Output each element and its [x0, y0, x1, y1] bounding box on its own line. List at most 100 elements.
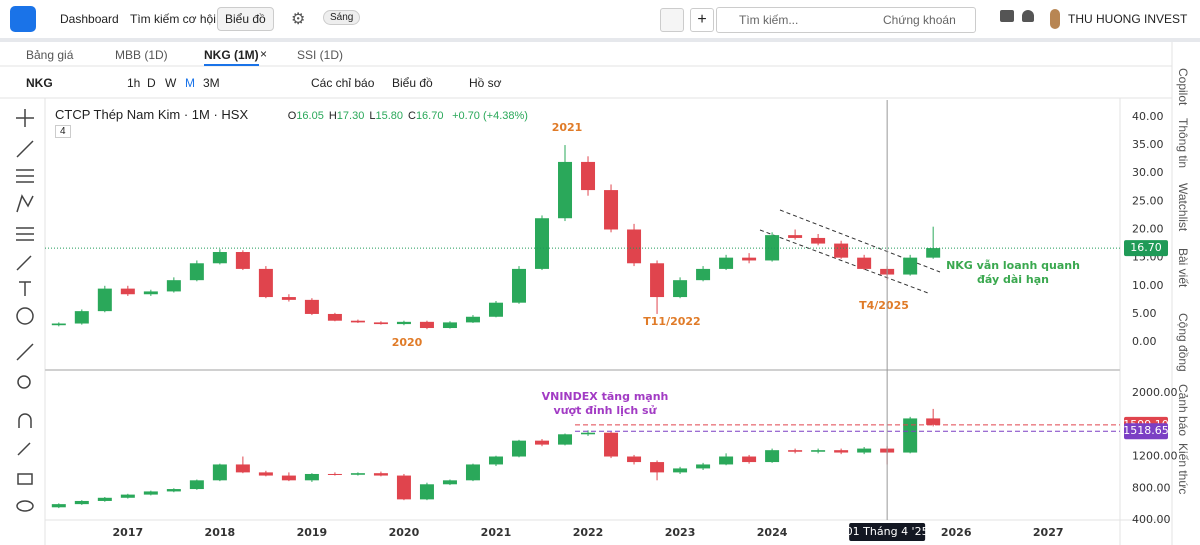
interval[interactable]: 1h	[127, 76, 141, 90]
side-tab[interactable]: Copilot	[1176, 68, 1190, 106]
candle-body	[926, 418, 941, 425]
candle-body	[558, 434, 573, 445]
candle-body	[419, 321, 434, 329]
annotation: VNINDEX tăng mạnh	[542, 390, 669, 403]
settings-icon[interactable]: ⚙	[291, 11, 306, 28]
candle-body	[558, 161, 573, 219]
candle-body	[465, 464, 480, 481]
candle-body	[696, 464, 711, 469]
candle-body	[857, 257, 872, 269]
left-tools[interactable]	[16, 109, 34, 512]
price-tag	[1124, 240, 1168, 257]
avatar[interactable]	[1050, 9, 1060, 29]
candle-body	[696, 268, 711, 281]
candle-body	[535, 440, 550, 445]
y-tick-label: 5.00	[1132, 307, 1157, 320]
side-tab[interactable]: Watchlist	[1176, 183, 1190, 232]
candle-body	[788, 235, 803, 238]
candle-body	[604, 432, 619, 457]
y-tick-label: 1200.00	[1132, 450, 1178, 463]
candle-body	[189, 263, 204, 281]
y-tick-label: 20.00	[1132, 222, 1164, 235]
collapse[interactable]: 4	[55, 125, 71, 138]
candle-body	[97, 497, 112, 501]
candle-body	[834, 243, 849, 258]
candle-body	[765, 450, 780, 463]
candle-body	[834, 450, 849, 453]
search-scope[interactable]: Chứng khoán	[883, 13, 956, 27]
legend-value: 15.80	[375, 110, 403, 122]
menu[interactable]: Biểu đồ	[392, 76, 433, 90]
symbol[interactable]: NKG	[26, 76, 53, 90]
candle-body	[442, 480, 457, 485]
legend-key: L	[369, 110, 376, 122]
candle-body	[212, 252, 227, 264]
nav-link[interactable]: Dashboard	[60, 12, 119, 26]
candle-body	[857, 448, 872, 453]
annotation: 2021	[552, 121, 583, 134]
x-tick-label: 2020	[389, 526, 420, 539]
add-button[interactable]: +	[690, 8, 714, 32]
annotation: đáy dài hạn	[977, 273, 1049, 286]
price-tag-label: 1518.65	[1123, 424, 1169, 437]
search-box[interactable]: Tìm kiếm... Chứng khoán	[716, 7, 976, 33]
tab[interactable]: MBB (1D)	[115, 48, 168, 62]
candle-body	[212, 464, 227, 481]
candle-body	[235, 464, 250, 473]
candle-body	[281, 297, 296, 300]
side-tab[interactable]: Thông tin	[1176, 118, 1190, 169]
legend-key: H	[328, 110, 337, 122]
side-tab[interactable]: Bài viết	[1176, 248, 1190, 288]
menu[interactable]: Các chỉ báo	[311, 76, 375, 90]
candle-body	[581, 161, 596, 191]
candle-body	[673, 468, 688, 473]
candle-body	[74, 500, 89, 505]
divider	[0, 38, 1200, 42]
legend-value: 16.05	[296, 110, 324, 122]
candle-body	[488, 456, 503, 465]
tab-active[interactable]: NKG (1M)	[204, 48, 259, 66]
candle-body	[143, 491, 158, 495]
candle-body	[281, 475, 296, 481]
x-tick-label: 2022	[573, 526, 604, 539]
interval[interactable]: D	[147, 76, 156, 90]
tab-close[interactable]: ×	[260, 47, 268, 61]
x-tick-label: 2019	[297, 526, 328, 539]
candle-body	[673, 280, 688, 298]
nav-link[interactable]: Tìm kiếm cơ hội	[130, 12, 216, 26]
x-tick-label: 2024	[757, 526, 788, 539]
interval[interactable]: 3M	[203, 76, 220, 90]
candle-body	[74, 311, 89, 324]
interval-active[interactable]: M	[185, 76, 195, 90]
candle-body	[742, 257, 757, 261]
x-tick-label: 2018	[205, 526, 236, 539]
logo[interactable]	[10, 6, 36, 32]
side-tab[interactable]: Cảnh báo	[1176, 384, 1190, 437]
legend-fields: O16.05 H17.30 L15.80 C16.70	[288, 110, 449, 122]
candle-body	[926, 248, 941, 258]
interval[interactable]: W	[165, 76, 177, 90]
nav-link-active[interactable]: Biểu đồ	[217, 7, 274, 31]
side-tab[interactable]: Kiến thức	[1176, 443, 1190, 495]
candle-body	[811, 237, 826, 244]
tab[interactable]: Bảng giá	[26, 48, 74, 62]
y-tick-label: 30.00	[1132, 166, 1164, 179]
candle-body	[120, 288, 135, 295]
candle-body	[903, 418, 918, 453]
legend-change: +0.70 (+4.38%)	[452, 110, 528, 122]
candle-body	[120, 494, 135, 498]
candle-body	[788, 450, 803, 452]
tab[interactable]: SSI (1D)	[297, 48, 344, 62]
chat-icon[interactable]	[1000, 10, 1014, 22]
user-name[interactable]: THU HUONG INVEST	[1068, 12, 1188, 26]
theme-toggle[interactable]: Sáng	[323, 10, 361, 25]
candle-body	[604, 190, 619, 230]
side-tab[interactable]: Cộng đồng	[1176, 313, 1190, 372]
candle-body	[350, 473, 365, 475]
candle-body	[327, 473, 342, 475]
menu[interactable]: Hồ sơ	[469, 76, 502, 90]
bell-icon[interactable]	[1022, 10, 1034, 22]
candle-body	[511, 268, 526, 303]
layout-button[interactable]	[660, 8, 684, 32]
